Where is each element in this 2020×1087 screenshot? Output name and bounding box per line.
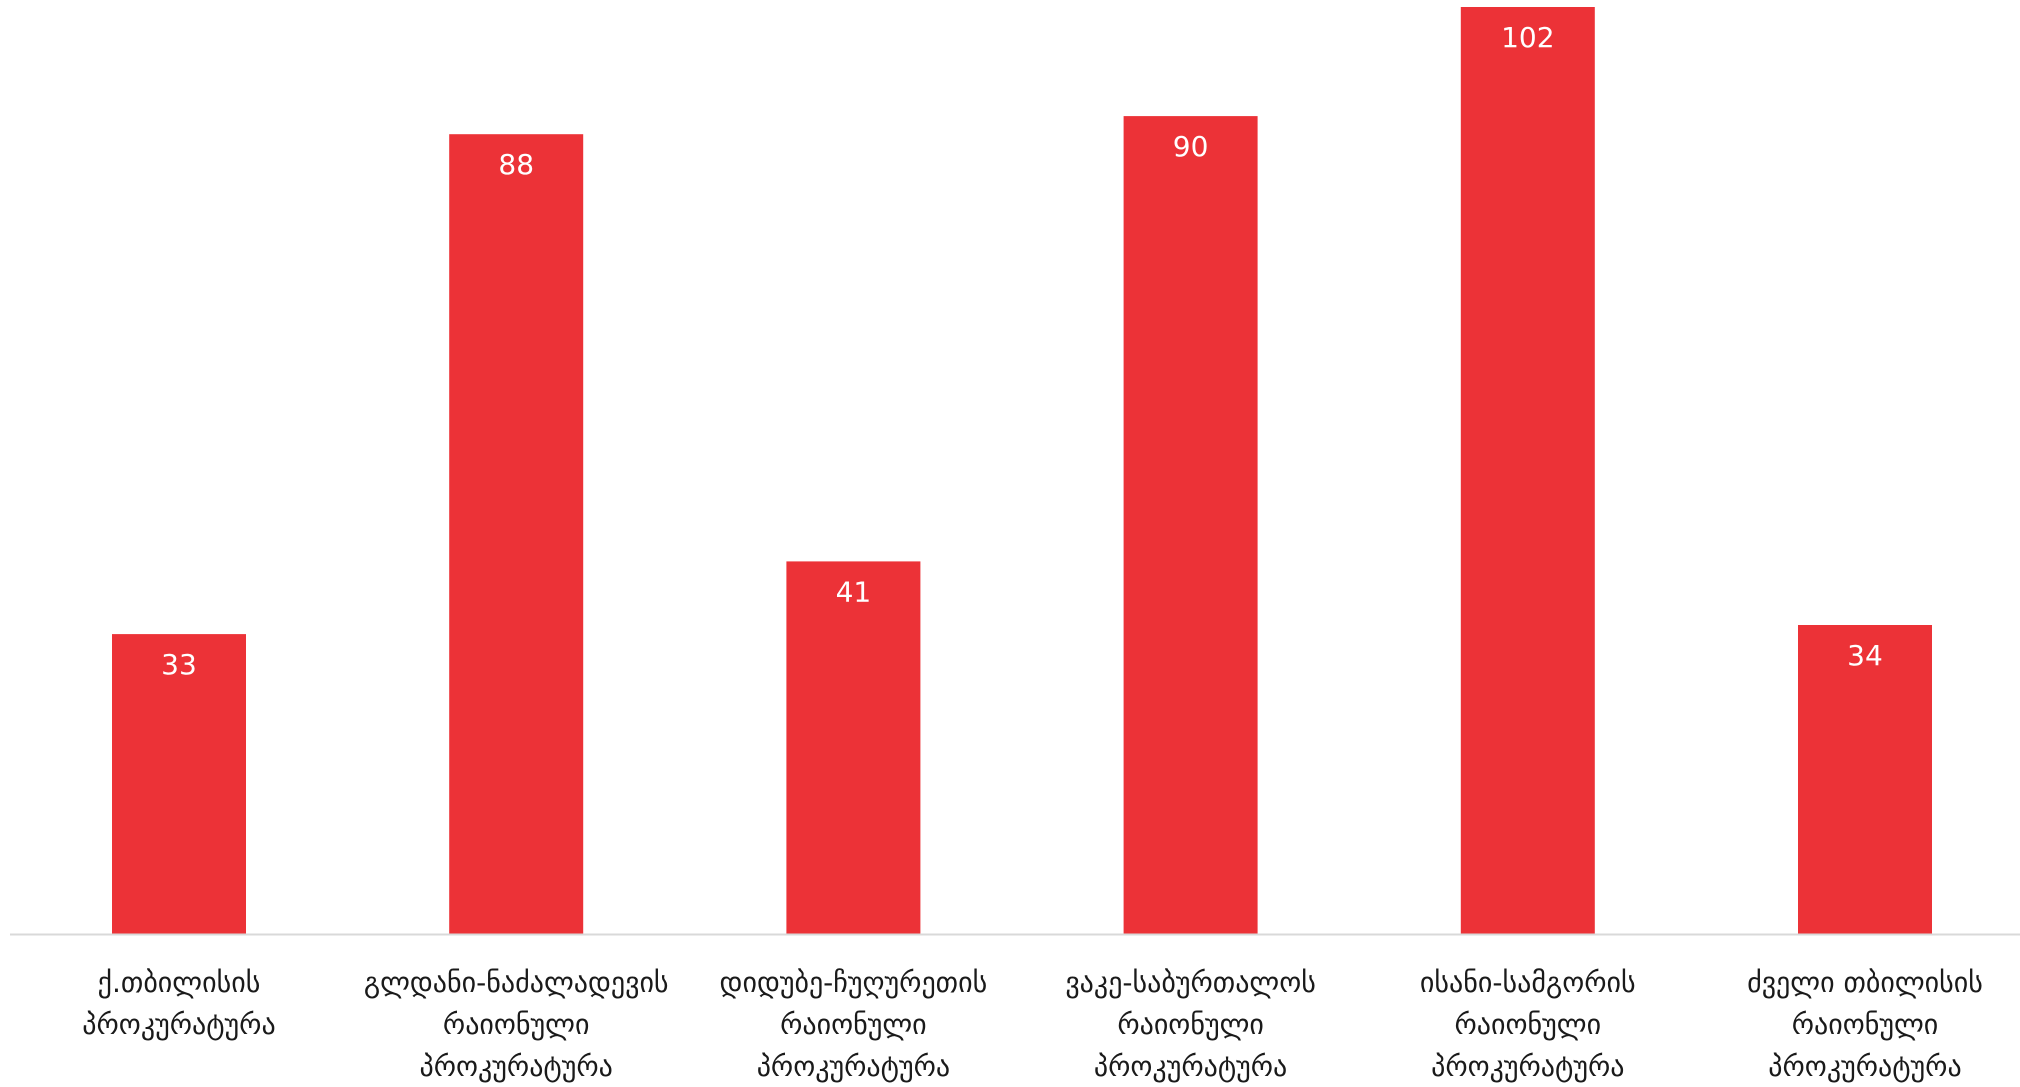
data-labels-layer: 33 88 41 90 102 34	[161, 21, 1883, 681]
x-tick-label-line: პროკურატურა	[1768, 1050, 1961, 1083]
x-tick-label-line: ისანი-სამგორის	[1420, 966, 1636, 999]
bar	[1798, 625, 1932, 934]
x-tick-labels-layer: ქ.თბილისის პროკურატურა გლდანი-ნაძალადევის რ…	[82, 966, 1983, 1083]
x-tick-label-line: რაიონული	[1792, 1008, 1939, 1041]
x-tick-label: გლდანი-ნაძალადევის რაიონული პროკურატურა	[364, 966, 669, 1083]
x-tick-label-line: რაიონული	[1117, 1008, 1264, 1041]
x-tick-label-line: პროკურატურა	[757, 1050, 950, 1083]
bar-value-label: 90	[1173, 130, 1209, 163]
x-tick-label-line: გლდანი-ნაძალადევის	[364, 966, 669, 999]
bar	[786, 561, 921, 934]
bar-value-label: 102	[1501, 21, 1554, 54]
bar	[112, 634, 246, 934]
x-tick-label-line: ძველი თბილისის	[1747, 966, 1983, 999]
x-tick-label-line: პროკურატურა	[420, 1050, 613, 1083]
x-tick-label: ვაკე-საბურთალოს რაიონული პროკურატურა	[1065, 966, 1316, 1083]
x-tick-label: დიდუბე-ჩუღურეთის რაიონული პროკურატურა	[720, 966, 988, 1083]
x-tick-label: ქ.თბილისის პროკურატურა	[82, 966, 275, 1041]
bar-value-label: 34	[1847, 639, 1883, 672]
x-tick-label-line: ვაკე-საბურთალოს	[1065, 966, 1316, 999]
bars-layer	[112, 7, 1932, 935]
x-tick-label-line: რაიონული	[443, 1008, 590, 1041]
bar	[1460, 7, 1595, 934]
x-tick-label: ძველი თბილისის რაიონული პროკურატურა	[1747, 966, 1983, 1083]
x-tick-label-line: პროკურატურა	[1094, 1050, 1287, 1083]
bar-value-label: 41	[836, 575, 872, 608]
x-tick-label-line: რაიონული	[1455, 1008, 1602, 1041]
x-tick-label-line: პროკურატურა	[1431, 1050, 1624, 1083]
x-tick-label-line: რაიონული	[780, 1008, 927, 1041]
x-tick-label: ისანი-სამგორის რაიონული პროკურატურა	[1420, 966, 1636, 1083]
bar	[449, 134, 584, 934]
bar	[1123, 116, 1258, 935]
bar-value-label: 88	[498, 148, 534, 181]
x-tick-label-line: დიდუბე-ჩუღურეთის	[720, 966, 988, 999]
x-tick-label-line: ქ.თბილისის	[98, 966, 261, 999]
x-tick-label-line: პროკურატურა	[82, 1008, 275, 1041]
bar-value-label: 33	[161, 648, 197, 681]
